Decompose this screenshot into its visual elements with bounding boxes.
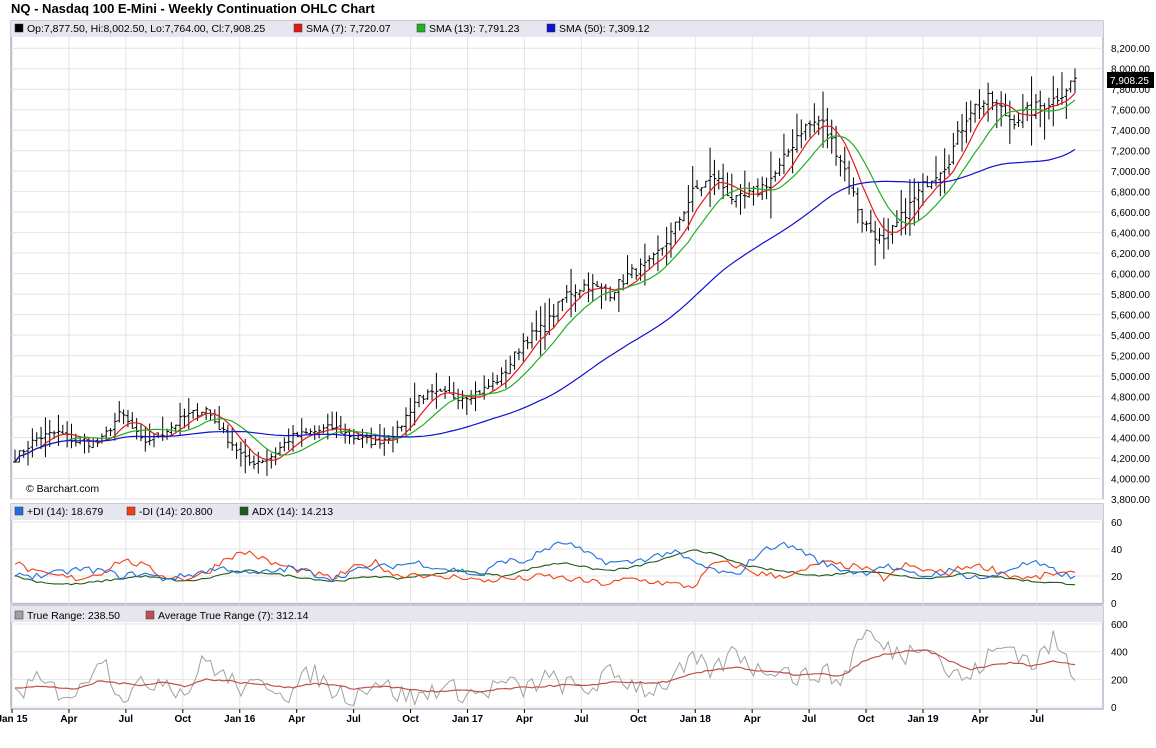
price-ytick-label: 6,400.00 bbox=[1111, 229, 1150, 240]
tr-legend-swatch bbox=[145, 610, 155, 620]
dmi-panel-frame bbox=[10, 503, 1104, 605]
tr-panel-frame bbox=[10, 605, 1104, 710]
price-ytick-label: 6,000.00 bbox=[1111, 270, 1150, 281]
price-legend-bar bbox=[11, 21, 1103, 37]
true-range-line bbox=[14, 629, 1076, 707]
watermark: © Barchart.com bbox=[26, 483, 99, 495]
price-ytick-label: 6,600.00 bbox=[1111, 208, 1150, 219]
dmi-ytick-label: 40 bbox=[1111, 545, 1123, 556]
price-legend-label: SMA (7): 7,720.07 bbox=[306, 23, 391, 35]
price-panel-frame bbox=[10, 20, 1104, 500]
last-price-box bbox=[1107, 72, 1154, 88]
tr-ytick-label: 200 bbox=[1111, 675, 1128, 686]
price-legend-swatch bbox=[14, 23, 24, 33]
sma-13-line bbox=[14, 99, 1076, 463]
x-tick-label: Jan 15 bbox=[0, 714, 28, 725]
dmi-legend-swatch bbox=[14, 506, 24, 516]
price-ytick-label: 6,800.00 bbox=[1111, 188, 1150, 199]
tr-legend-label: Average True Range (7): 312.14 bbox=[158, 610, 309, 622]
x-tick-label: Jul bbox=[574, 714, 589, 725]
dmi-legend-label: ADX (14): 14.213 bbox=[252, 506, 333, 518]
dmi-ytick-label: 60 bbox=[1111, 518, 1123, 529]
x-tick-label: Oct bbox=[402, 714, 419, 725]
x-tick-label: Apr bbox=[971, 714, 988, 725]
x-tick-label: Jan 16 bbox=[224, 714, 256, 725]
price-legend-label: Op:7,877.50, Hi:8,002.50, Lo:7,764.00, C… bbox=[27, 23, 265, 35]
sma-7-line bbox=[14, 92, 1076, 463]
price-legend-label: SMA (13): 7,791.23 bbox=[429, 23, 520, 35]
x-tick-label: Oct bbox=[630, 714, 647, 725]
dmi-legend-label: -DI (14): 20.800 bbox=[139, 506, 213, 518]
price-ytick-label: 7,200.00 bbox=[1111, 147, 1150, 158]
price-legend-label: SMA (50): 7,309.12 bbox=[559, 23, 650, 35]
price-legend-swatch bbox=[416, 23, 426, 33]
price-ytick-label: 4,400.00 bbox=[1111, 434, 1150, 445]
x-tick-label: Apr bbox=[744, 714, 761, 725]
dmi-panel: 0 20 40 60 +DI (14): 18.679 -DI (14): 20.800… bbox=[10, 503, 1123, 610]
price-ytick-label: 8,200.00 bbox=[1111, 44, 1150, 55]
price-ytick-label: 3,800.00 bbox=[1111, 495, 1150, 506]
dmi-legend-swatch bbox=[239, 506, 249, 516]
x-tick-label: Jan 17 bbox=[452, 714, 484, 725]
price-panel: 3,800.00 4,000.00 4,200.00 4,400.00 4,600.00… bbox=[10, 20, 1154, 506]
dmi-ytick-label: 20 bbox=[1111, 572, 1123, 583]
dmi-ytick-label: 0 bbox=[1111, 599, 1117, 610]
price-ytick-label: 7,400.00 bbox=[1111, 126, 1150, 137]
price-ytick-label: 7,800.00 bbox=[1111, 85, 1150, 96]
x-axis: Jan 15 Apr Jul Oct Jan 16 Apr Jul Oct Jan 17 Apr J… bbox=[0, 709, 1044, 725]
x-tick-label: Apr bbox=[288, 714, 305, 725]
price-ytick-label: 7,000.00 bbox=[1111, 167, 1150, 178]
price-legend-swatch bbox=[293, 23, 303, 33]
x-tick-label: Jul bbox=[119, 714, 134, 725]
atr-line bbox=[14, 649, 1076, 693]
x-tick-label: Jul bbox=[802, 714, 817, 725]
price-ytick-label: 8,000.00 bbox=[1111, 65, 1150, 76]
x-tick-label: Oct bbox=[174, 714, 191, 725]
price-ytick-label: 4,800.00 bbox=[1111, 393, 1150, 404]
tr-ytick-label: 600 bbox=[1111, 620, 1128, 631]
price-ytick-label: 5,600.00 bbox=[1111, 311, 1150, 322]
minus-di-line bbox=[14, 550, 1076, 589]
tr-ytick-label: 0 bbox=[1111, 703, 1117, 714]
chart-title: NQ - Nasdaq 100 E-Mini - Weekly Continua… bbox=[11, 1, 375, 16]
price-ytick-label: 4,600.00 bbox=[1111, 413, 1150, 424]
x-tick-label: Oct bbox=[858, 714, 875, 725]
dmi-legend-bar bbox=[11, 504, 1103, 520]
x-tick-label: Apr bbox=[516, 714, 533, 725]
sma-50-line bbox=[14, 148, 1076, 463]
price-ytick-label: 5,400.00 bbox=[1111, 331, 1150, 342]
x-tick-label: Jul bbox=[346, 714, 361, 725]
x-tick-label: Jan 18 bbox=[680, 714, 712, 725]
tr-panel: 0 200 400 600 True Range: 238.50 Average Tru… bbox=[10, 605, 1128, 714]
price-ytick-label: 5,000.00 bbox=[1111, 372, 1150, 383]
dmi-legend-label: +DI (14): 18.679 bbox=[27, 506, 103, 518]
price-ytick-label: 5,200.00 bbox=[1111, 352, 1150, 363]
tr-legend-bar bbox=[11, 606, 1103, 622]
dmi-legend-swatch bbox=[126, 506, 136, 516]
last-price-label: 7,908.25 bbox=[1110, 76, 1149, 87]
price-ytick-label: 4,000.00 bbox=[1111, 475, 1150, 486]
price-ytick-label: 4,200.00 bbox=[1111, 454, 1150, 465]
price-legend-swatch bbox=[546, 23, 556, 33]
plus-di-line bbox=[14, 541, 1076, 583]
x-tick-label: Jul bbox=[1030, 714, 1045, 725]
tr-legend-label: True Range: 238.50 bbox=[27, 610, 120, 622]
price-ytick-label: 7,600.00 bbox=[1111, 106, 1150, 117]
x-tick-label: Jan 19 bbox=[907, 714, 939, 725]
price-ytick-label: 6,200.00 bbox=[1111, 249, 1150, 260]
price-ytick-label: 5,800.00 bbox=[1111, 290, 1150, 301]
tr-legend-swatch bbox=[14, 610, 24, 620]
x-tick-label: Apr bbox=[60, 714, 77, 725]
tr-ytick-label: 400 bbox=[1111, 648, 1128, 659]
adx-line bbox=[14, 549, 1076, 586]
